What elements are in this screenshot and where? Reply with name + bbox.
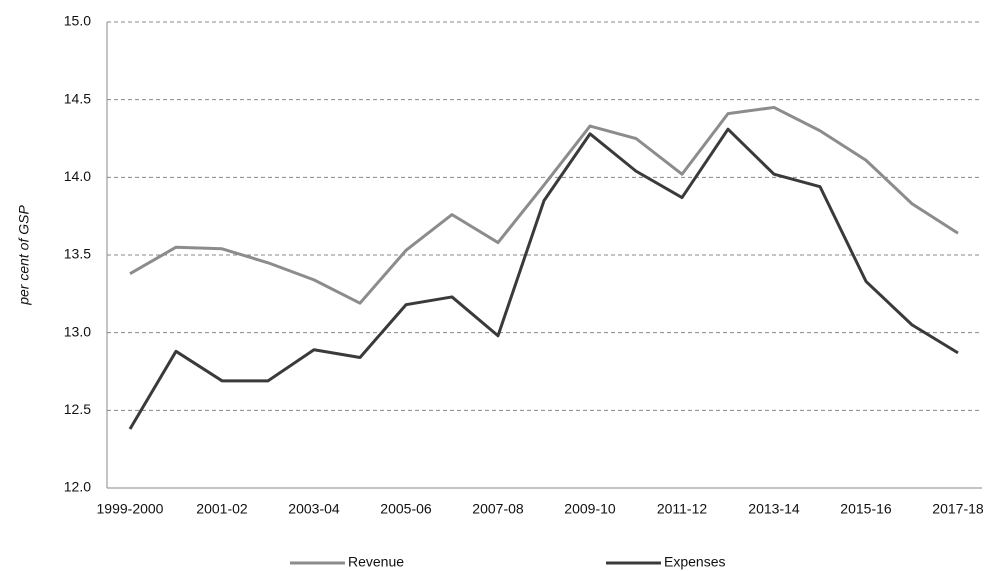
legend-label: Expenses — [664, 554, 725, 570]
x-tick-label: 2017-18 — [932, 501, 984, 517]
x-tick-label: 2015-16 — [840, 501, 892, 517]
y-tick-label: 14.5 — [64, 90, 91, 106]
x-tick-label: 2003-04 — [288, 501, 340, 517]
series-line — [128, 127, 959, 430]
y-axis-label: per cent of GSP — [16, 205, 32, 306]
y-tick-label: 14.0 — [64, 168, 91, 184]
x-tick-label: 2009-10 — [564, 501, 616, 517]
y-tick-label: 13.5 — [64, 246, 91, 262]
x-tick-label: 2011-12 — [657, 501, 708, 517]
x-tick-label: 2005-06 — [380, 501, 432, 517]
y-tick-label: 13.0 — [64, 323, 91, 339]
x-tick-label: 2013-14 — [748, 501, 800, 517]
legend-label: Revenue — [348, 554, 404, 570]
x-tick-label: 2007-08 — [472, 501, 524, 517]
y-tick-label: 15.0 — [64, 13, 91, 29]
x-tick-label: 2001-02 — [196, 501, 248, 517]
y-tick-label: 12.5 — [64, 401, 91, 417]
series-line — [129, 105, 959, 305]
x-tick-label: 1999-2000 — [97, 501, 164, 517]
y-tick-label: 12.0 — [64, 479, 91, 495]
